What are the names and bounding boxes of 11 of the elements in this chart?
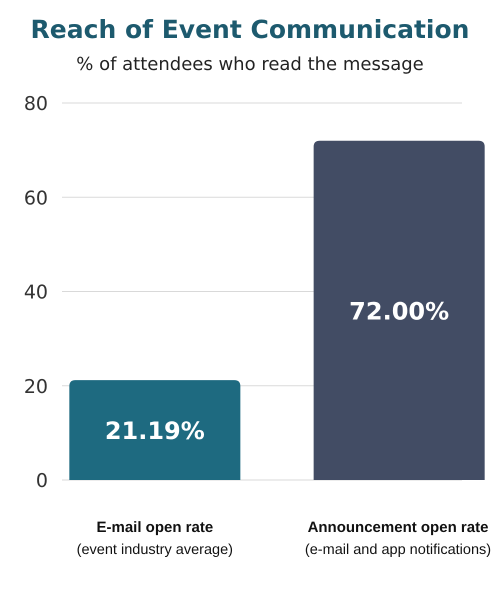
chart-subtitle: % of attendees who read the message xyxy=(76,54,424,75)
data-label: 72.00% xyxy=(349,297,450,326)
x-tick-label: E-mail open rate (event industry average) xyxy=(76,519,234,558)
y-tick-label: 0 xyxy=(36,470,48,492)
y-tick-label: 60 xyxy=(24,187,48,210)
y-tick-label: 40 xyxy=(24,282,48,304)
y-tick-label: 80 xyxy=(24,93,48,115)
y-tick-label: 20 xyxy=(24,376,48,398)
data-label: 21.19% xyxy=(104,417,205,446)
chart-title: Reach of Event Communication xyxy=(30,15,470,44)
x-tick-label: Announcement open rate (e-mail and app notifications) xyxy=(304,519,492,558)
